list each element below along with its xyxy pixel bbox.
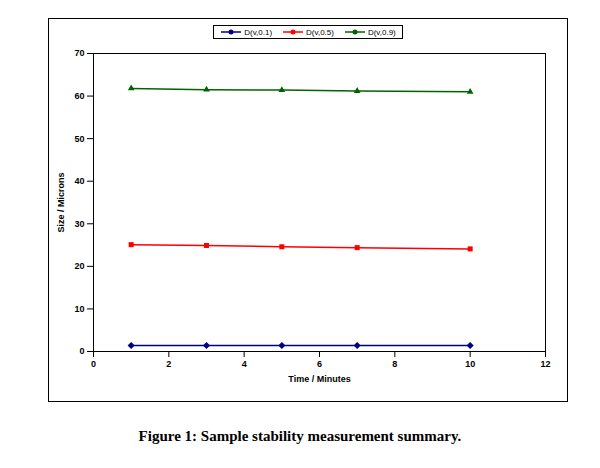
svg-text:6: 6 [317, 359, 322, 369]
svg-text:12: 12 [540, 359, 550, 369]
html-text:D(v,0.9): D(v,0.9) [367, 27, 396, 37]
svg-text:4: 4 [242, 359, 247, 369]
svg-text:10: 10 [465, 359, 475, 369]
svg-text:8: 8 [392, 359, 397, 369]
svg-text:70: 70 [74, 48, 84, 58]
html-text:D(v,0.1): D(v,0.1) [244, 27, 273, 37]
svg-text:0: 0 [79, 346, 84, 356]
svg-text:0: 0 [91, 359, 96, 369]
svg-text:50: 50 [74, 134, 84, 144]
svg-text:20: 20 [74, 261, 84, 271]
svg-text:60: 60 [74, 91, 84, 101]
svg-text:Size / Microns: Size / Microns [56, 172, 66, 232]
svg-text:10: 10 [74, 304, 84, 314]
svg-text:2: 2 [166, 359, 171, 369]
svg-text:40: 40 [74, 176, 84, 186]
svg-text:Time / Minutes: Time / Minutes [288, 374, 350, 384]
html-text:Figure 1: Sample stability mea: Figure 1: Sample stability measurement s… [138, 428, 462, 444]
html-text:D(v,0.5): D(v,0.5) [306, 27, 334, 37]
svg-text:30: 30 [74, 219, 84, 229]
